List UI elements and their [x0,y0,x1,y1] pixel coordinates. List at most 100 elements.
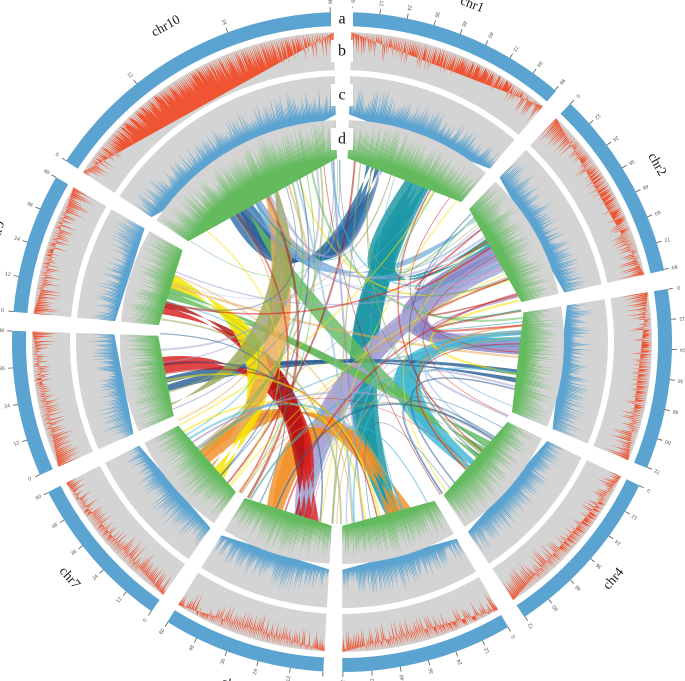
track-b-histogram [341,591,499,652]
tick-label: 48 [672,408,679,415]
synteny-thin-link [195,345,524,452]
track-d-histogram [156,121,338,242]
tick-label: 36 [627,158,635,166]
tick-label: 72 [663,235,670,242]
track-b-background [341,576,499,652]
gap-wedge [150,490,246,624]
tick-mark [667,288,673,290]
chromosome-label-chr2[interactable]: chr2 [645,150,670,178]
chromosome-label-chr7[interactable]: chr7 [57,563,84,591]
tick-label: 36 [595,562,603,570]
track-b-background [529,117,645,284]
ideogram-band[interactable] [47,484,161,612]
synteny-thin-link [430,299,522,376]
synteny-thin-link [322,160,441,496]
ideogram-band[interactable] [559,103,665,275]
chromosome-label-chr6[interactable]: chr6 [220,674,248,681]
track-c-background [341,538,477,608]
tick-label: 60 [158,628,166,636]
synteny-thin-link [170,184,434,299]
tick-mark [22,439,28,442]
track-d-histogram [347,121,484,203]
track-legend-gene-density-track: b [338,43,346,60]
tick-label: 24 [611,134,619,142]
tick-mark [548,599,553,604]
synteny-thin-link [190,391,496,445]
chromosome-chr8 [12,329,174,476]
tick-mark [635,189,641,193]
chromosome-label-chr9[interactable]: chr9 [0,218,7,246]
track-c-histogram [125,445,211,547]
ideogram-band[interactable] [341,614,509,672]
tick-label: 36 [26,201,34,209]
ideogram-band[interactable] [12,329,54,476]
gap-wedge [505,411,649,487]
tick-mark [606,141,612,146]
gap-wedge [460,89,572,211]
synteny-thin-link [195,224,482,450]
track-c-histogram [499,159,589,294]
track-c-background [76,332,134,450]
track-b-histogram [537,117,645,280]
ticks-chr3: 0 12 24 36 48 60 72 [647,284,685,475]
synteny-thin-link [426,369,519,418]
ideogram-band[interactable] [166,609,325,672]
tick-mark [78,545,83,550]
tick-label: 48 [51,522,59,530]
tick-label: 24 [220,18,228,26]
track-d-histogram [468,184,555,303]
synteny-thin-link [345,250,501,524]
ideogram-band[interactable] [13,176,69,314]
track-b-background [491,459,622,601]
chromosome-label-chr1[interactable]: chr1 [459,0,487,15]
synteny-thin-link [161,185,282,364]
ideogram-band[interactable] [633,288,672,469]
tick-label: 0 [677,284,681,290]
chromosome-chr1 [347,12,557,203]
ticks-chr9: 0 12 24 36 48 [1,168,57,314]
track-c-background [467,440,582,565]
tick-label: 12 [593,112,601,120]
synteny-thin-link [163,237,493,315]
ideogram-band[interactable] [65,12,335,170]
ideogram-band[interactable] [515,478,640,618]
gap-wedge [10,311,161,336]
tick-mark [570,99,575,105]
synteny-thin-link [366,162,485,457]
track-d-histogram [443,421,539,525]
tick-mark [509,53,513,59]
tick-mark [289,667,291,673]
ticks-chr7: 0 12 24 36 48 60 [35,492,152,623]
tracks-layer [10,10,672,674]
tick-mark [433,20,436,26]
track-b-histogram [502,471,622,601]
gap-wedge [54,159,190,252]
tick-label: 12 [125,71,133,79]
tick-label: 48 [399,674,406,681]
tick-label: 0 [27,476,32,483]
legend-letter-backdrop [331,128,353,150]
chromosome-label-chr10[interactable]: chr10 [148,11,182,39]
ideogram-band[interactable] [350,12,557,103]
chromosome-chr6 [166,497,333,672]
track-d-histogram [341,500,451,562]
synteny-ribbon [370,175,497,281]
synteny-ribbon [165,290,494,450]
track-legend-gc-content-track: d [338,131,346,148]
legend-letter-backdrop [331,40,353,62]
tick-label: 24 [456,658,464,666]
chromosome-label-chr4[interactable]: chr4 [599,564,626,592]
tick-mark [507,627,511,632]
synteny-thin-link [423,238,522,319]
tick-mark [669,379,675,381]
chromosome-chr5 [341,500,509,672]
synteny-thin-link [255,169,309,260]
gap-wedge [519,269,670,313]
synteny-thin-link [198,167,304,455]
synteny-thin-link [296,330,524,519]
ticks-chr5: 0 12 24 36 48 60 72 [340,627,517,681]
track-b-background [82,32,336,194]
synteny-thin-link [164,300,260,436]
track-b-histogram [65,473,174,596]
synteny-thin-link [218,165,310,477]
